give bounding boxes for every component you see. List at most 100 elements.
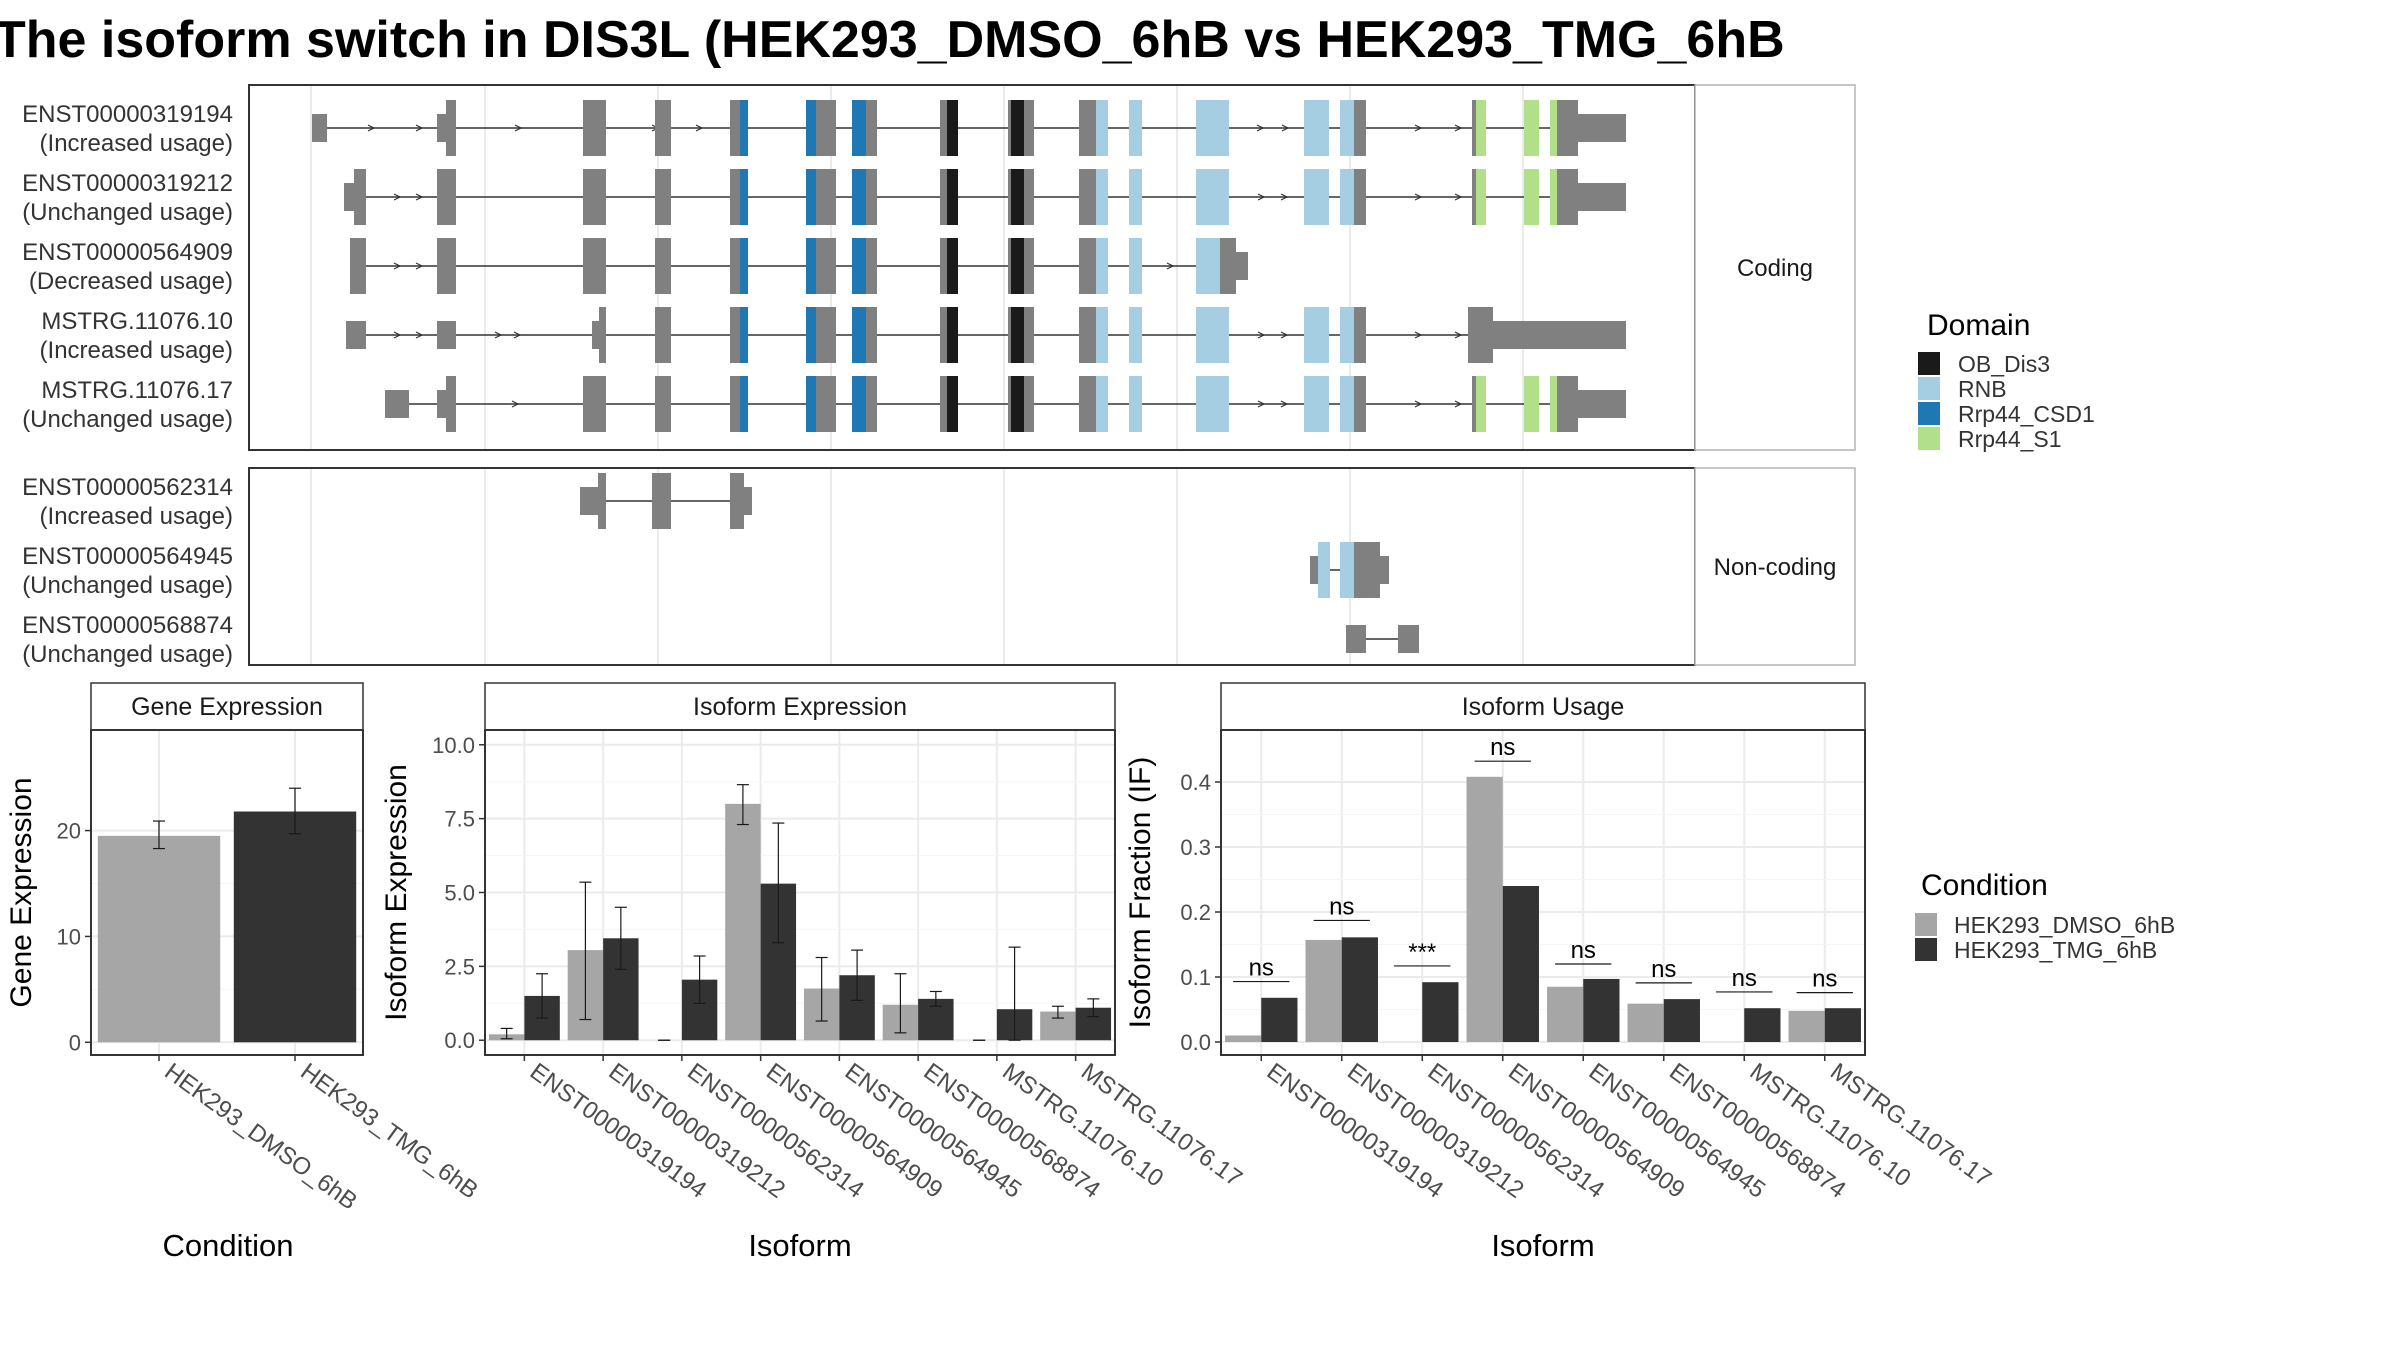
strand-arrow: [1256, 124, 1265, 132]
strand-arrow: [415, 262, 424, 270]
strand-arrow: [393, 193, 402, 201]
domain-rnb: [1196, 307, 1229, 363]
domain-rrp44_s1: [1524, 100, 1539, 156]
strand-arrow: [511, 400, 520, 408]
legend-swatch: [1918, 377, 1940, 400]
transcript-id-label: ENST00000564945: [22, 543, 233, 570]
transcript-status-label: (Unchanged usage): [22, 572, 233, 599]
transcript-status-label: (Unchanged usage): [22, 641, 233, 668]
domain-legend-title: Domain: [1927, 309, 2030, 342]
utr-block: [1493, 321, 1626, 349]
strand-arrow: [1281, 124, 1290, 132]
y-tick-label: 0.3: [1180, 835, 1211, 860]
bar: [1341, 937, 1378, 1042]
bar: [725, 803, 761, 1041]
transcript-tracks: [312, 100, 1626, 653]
bar-panel-1: Isoform Expression0.02.55.07.510.0ENST00…: [380, 682, 1247, 1263]
domain-ob_dis3: [1011, 376, 1024, 432]
strand-arrow: [1280, 331, 1289, 339]
transcript-id-label: ENST00000568874: [22, 612, 233, 639]
exon-block: [1354, 100, 1366, 156]
domain-rnb: [1129, 169, 1142, 225]
strand-arrow: [1414, 193, 1423, 201]
bar: [97, 835, 221, 1043]
strand-arrow: [367, 124, 376, 132]
exon-block: [1086, 307, 1096, 363]
utr-block: [1398, 625, 1419, 653]
domain-rrp44_s1: [1550, 100, 1558, 156]
bar: [1547, 986, 1584, 1042]
bar: [1502, 886, 1539, 1042]
transcript-id-label: ENST00000562314: [22, 474, 233, 501]
coding-panel-frame: [248, 84, 1696, 451]
significance-label: ns: [1249, 955, 1274, 982]
exon-block: [655, 376, 671, 432]
bar: [1744, 1008, 1781, 1042]
utr-block: [344, 183, 354, 211]
strand-arrow: [1454, 400, 1463, 408]
strand-arrow: [1454, 193, 1463, 201]
domain-rrp44_csd1: [806, 376, 816, 432]
significance-label: ns: [1812, 966, 1837, 993]
significance-label: ns: [1490, 734, 1515, 761]
significance-label: ns: [1571, 937, 1596, 964]
condition-legend-label: HEK293_DMSO_6hB: [1954, 912, 2175, 938]
panel-title: Gene Expression: [131, 693, 323, 721]
domain-rnb: [1304, 169, 1329, 225]
domain-rnb: [1304, 100, 1329, 156]
coding-strip-label: Coding: [1737, 255, 1813, 282]
bar: [1422, 982, 1459, 1042]
exon-block: [437, 238, 456, 294]
bar-chart-panels: Gene Expression01020HEK293_DMSO_6hBHEK29…: [5, 682, 1996, 1263]
y-tick-label: 20: [57, 819, 81, 844]
domain-rrp44_csd1: [852, 307, 866, 363]
domain-rnb: [1196, 169, 1229, 225]
utr-block: [1578, 390, 1626, 418]
exon-block: [350, 238, 366, 294]
significance-label: ns: [1329, 893, 1354, 920]
domain-rnb: [1129, 238, 1142, 294]
exon-block: [1086, 169, 1096, 225]
noncoding-strip-label: Non-coding: [1714, 554, 1837, 581]
strand-arrow: [1166, 262, 1175, 270]
domain-ob_dis3: [947, 169, 958, 225]
exon-block: [446, 100, 456, 156]
noncoding-strip: [1694, 467, 1856, 666]
condition-legend-title: Condition: [1921, 869, 2048, 902]
transcript-id-label: ENST00000564909: [22, 239, 233, 266]
panel-strip: [1220, 682, 1866, 731]
y-tick-label: 0.0: [1180, 1030, 1211, 1055]
condition-legend-label: HEK293_TMG_6hB: [1954, 937, 2157, 963]
panel-frame: [1220, 729, 1866, 1056]
domain-rrp44_csd1: [806, 238, 816, 294]
domain-rnb: [1096, 376, 1108, 432]
bar: [233, 811, 357, 1043]
exon-block: [1354, 376, 1366, 432]
legend-swatch: [1918, 352, 1940, 375]
exon-block: [652, 473, 671, 529]
domain-legend-label: RNB: [1958, 376, 2007, 402]
y-tick-label: 7.5: [444, 807, 475, 832]
utr-block: [437, 114, 446, 142]
y-axis-title: Isoform Expression: [380, 764, 413, 1021]
exon-block: [1557, 376, 1578, 432]
y-axis-title: Isoform Fraction (IF): [1124, 757, 1157, 1029]
exon-block: [816, 169, 836, 225]
bar: [1261, 997, 1298, 1042]
panel-frame: [90, 729, 364, 1056]
transcript-structure-panel: Coding Non-coding ENST00000319194(Increa…: [22, 84, 1856, 668]
strand-arrow: [1257, 331, 1266, 339]
exon-block: [655, 238, 671, 294]
domain-rrp44_csd1: [740, 376, 748, 432]
domain-rnb: [1318, 542, 1330, 598]
x-axis-title: Condition: [163, 1228, 294, 1263]
domain-legend-label: Rrp44_S1: [1958, 426, 2062, 452]
noncoding-panel-frame: [248, 467, 1696, 666]
domain-rnb: [1129, 307, 1142, 363]
domain-ob_dis3: [947, 376, 958, 432]
transcript-status-label: (Increased usage): [40, 337, 233, 364]
exon-block: [1557, 100, 1578, 156]
exon-block: [655, 169, 671, 225]
exon-block: [599, 307, 606, 363]
domain-rrp44_s1: [1550, 376, 1558, 432]
